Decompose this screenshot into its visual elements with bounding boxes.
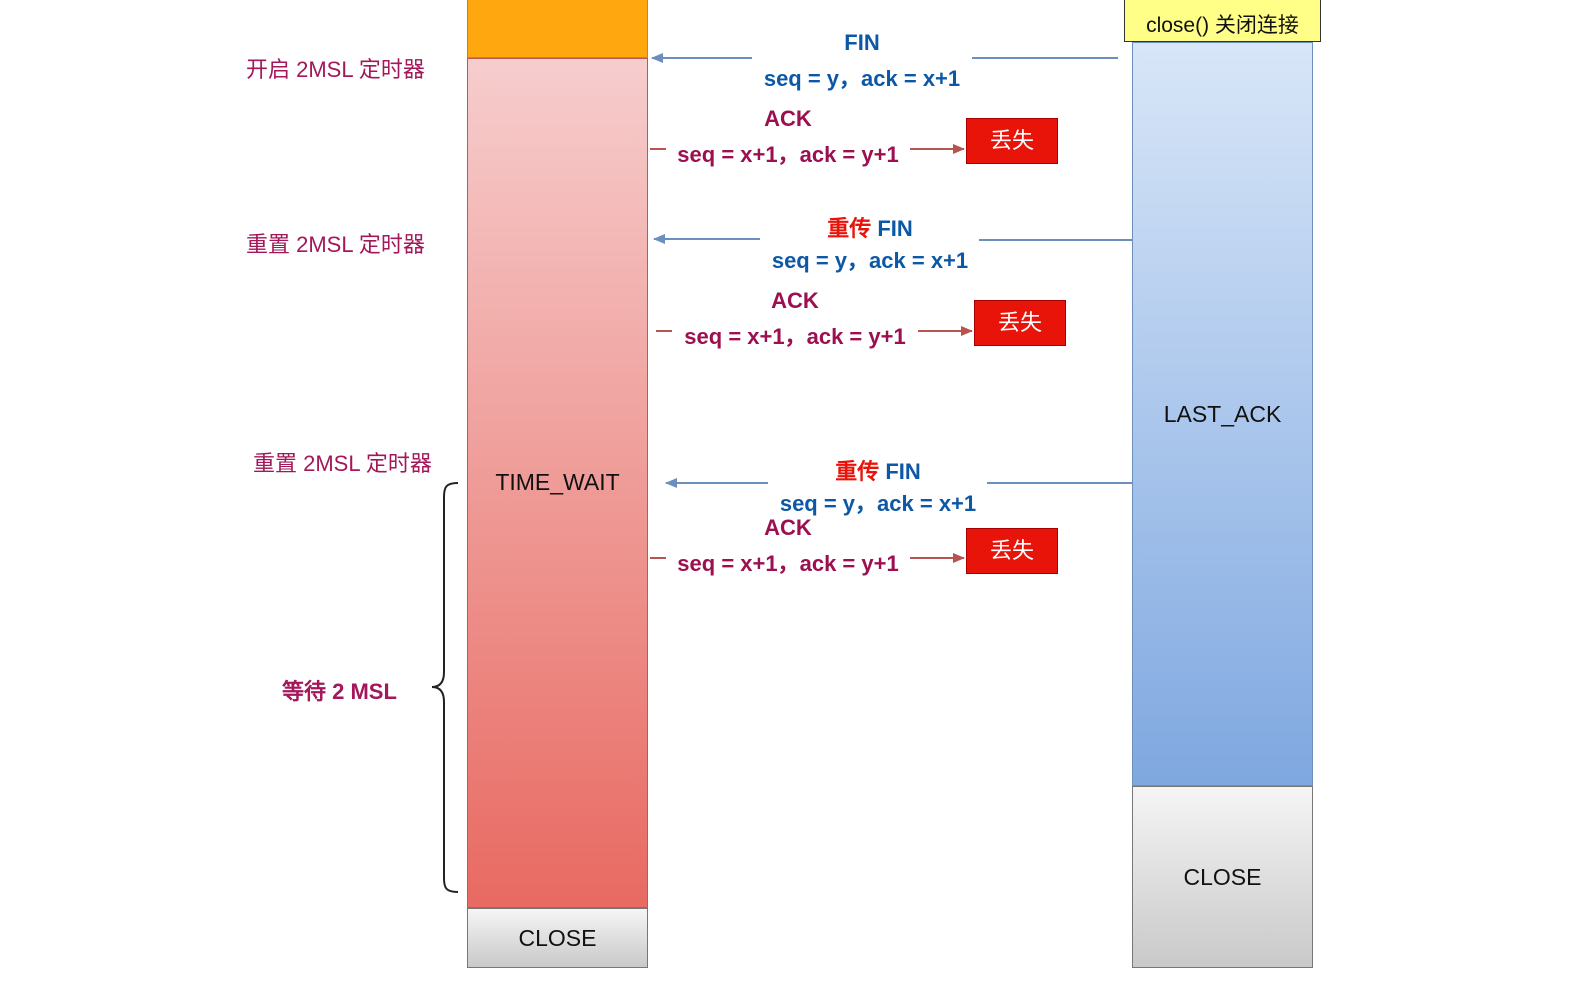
start-timer-note: 开启 2MSL 定时器	[246, 57, 425, 82]
ack3-title: ACK	[764, 515, 812, 540]
fin1-seq: seq = y，ack = x+1	[763, 66, 961, 91]
ack2-title: ACK	[771, 288, 819, 313]
ack1-seq: seq = x+1，ack = y+1	[677, 142, 899, 167]
reset-timer-note-1: 重置 2MSL 定时器	[246, 232, 425, 257]
ack1-title: ACK	[764, 106, 812, 131]
close-call-label: close() 关闭连接	[1146, 14, 1299, 37]
fin2-seq: seq = y，ack = x+1	[771, 248, 969, 273]
right-close-state: CLOSE	[1132, 786, 1313, 968]
right-close-label: CLOSE	[1183, 864, 1262, 890]
fin3-seq: seq = y，ack = x+1	[779, 491, 977, 516]
last-ack-label: LAST_ACK	[1163, 401, 1282, 427]
fin2-title: 重传 FIN	[760, 211, 980, 243]
fin3-title-fin: FIN	[885, 459, 921, 484]
reset-timer-note-2: 重置 2MSL 定时器	[253, 451, 432, 476]
left-close-label: CLOSE	[518, 925, 597, 951]
wait-2msl-note: 等待 2 MSL	[282, 679, 397, 704]
wait-brace	[431, 482, 459, 893]
close-call-box: close() 关闭连接	[1124, 0, 1321, 42]
fin2-retransmit-prefix: 重传	[827, 216, 872, 241]
fin2-title-fin: FIN	[877, 216, 913, 241]
ack1-lost-badge: 丢失	[966, 118, 1058, 164]
ack3-seq: seq = x+1，ack = y+1	[677, 551, 899, 576]
time-wait-state: TIME_WAIT	[467, 58, 648, 908]
left-top-block	[467, 0, 648, 58]
ack2-seq: seq = x+1，ack = y+1	[684, 324, 906, 349]
fin3-retransmit-prefix: 重传	[835, 459, 880, 484]
left-close-state: CLOSE	[467, 908, 648, 968]
fin3-title: 重传 FIN	[768, 454, 988, 486]
ack3-lost-badge: 丢失	[966, 528, 1058, 574]
last-ack-state: LAST_ACK	[1132, 42, 1313, 786]
fin1-title: FIN	[844, 30, 880, 55]
ack2-lost-badge: 丢失	[974, 300, 1066, 346]
time-wait-label: TIME_WAIT	[495, 469, 620, 495]
